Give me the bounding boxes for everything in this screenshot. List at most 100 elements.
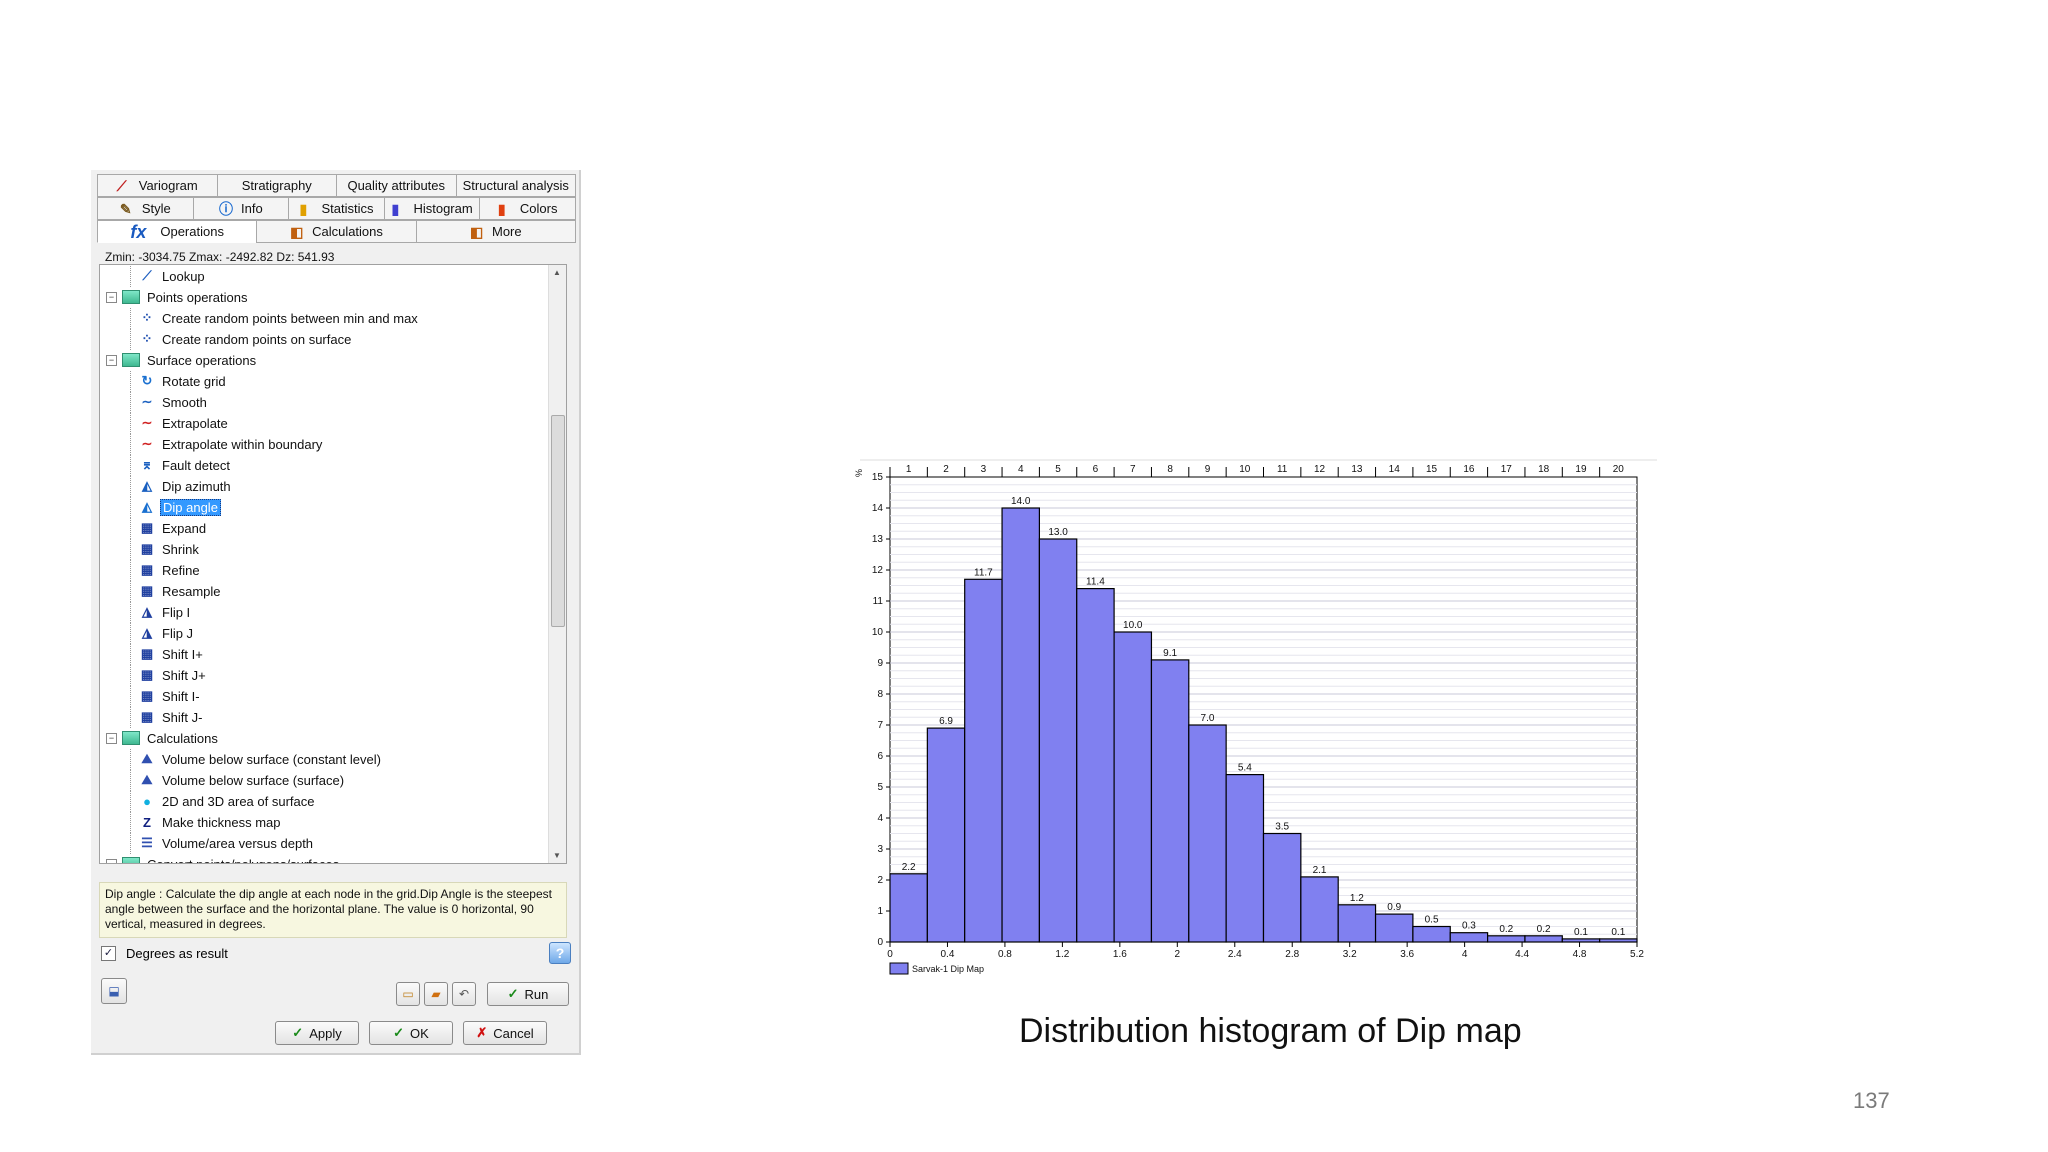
histogram-bar bbox=[1038, 538, 1078, 943]
tree-item[interactable]: ▦ Expand bbox=[138, 518, 208, 538]
colors-icon: ▮ bbox=[497, 200, 506, 217]
tree-item-label: Refine bbox=[162, 562, 200, 578]
tree-item-label: Resample bbox=[162, 583, 221, 599]
tree-folder[interactable]: − Convert points/polygons/surfaces bbox=[106, 854, 341, 863]
tree-item[interactable]: ▦ Shift J- bbox=[138, 707, 204, 727]
tree-item[interactable]: ◭ Dip angle bbox=[138, 497, 221, 517]
histogram-bar bbox=[1412, 925, 1451, 943]
tree-connector bbox=[130, 434, 132, 455]
operations-tree[interactable]: ⟋ Lookup − Points operations ⁘ Create random … bbox=[99, 264, 567, 864]
variogram-icon: ⟋ bbox=[116, 177, 127, 194]
tree-item[interactable]: ↻ Rotate grid bbox=[138, 371, 228, 391]
tab-stratigraphy[interactable]: Stratigraphy bbox=[216, 174, 337, 197]
run-button[interactable]: ✓ Run bbox=[487, 982, 569, 1006]
collapse-icon[interactable]: − bbox=[106, 292, 117, 303]
apply-button[interactable]: ✓ Apply bbox=[275, 1021, 359, 1045]
tree-item[interactable]: ⌆ Fault detect bbox=[138, 455, 232, 475]
bar-value-label: 0.1 bbox=[1574, 927, 1588, 938]
tree-item[interactable]: ▦ Shrink bbox=[138, 539, 201, 559]
tree-item[interactable]: ◮ Flip I bbox=[138, 602, 192, 622]
legend-label: Sarvak-1 Dip Map bbox=[912, 964, 984, 974]
tab-calculations[interactable]: ◧ Calculations bbox=[256, 220, 417, 243]
collapse-icon[interactable]: − bbox=[106, 355, 117, 366]
tree-folder[interactable]: − Calculations bbox=[106, 728, 220, 748]
tree-item-label: Make thickness map bbox=[162, 814, 281, 830]
tree-item[interactable]: Z Make thickness map bbox=[138, 812, 283, 832]
bar-value-label: 5.4 bbox=[1238, 763, 1252, 774]
tab-variogram[interactable]: ⟋ Variogram bbox=[97, 174, 218, 197]
ok-button[interactable]: ✓ OK bbox=[369, 1021, 453, 1045]
grid-icon: ▦ bbox=[140, 562, 154, 577]
x-tick-label: 0.4 bbox=[941, 949, 955, 960]
tree-item-label: Volume below surface (surface) bbox=[162, 772, 345, 788]
tree-item-label: Shift I- bbox=[162, 688, 200, 704]
grid-icon: ▦ bbox=[140, 541, 154, 556]
scroll-down-icon[interactable]: ▼ bbox=[553, 851, 561, 860]
brush-icon: ✎ bbox=[119, 200, 132, 217]
bar-value-label: 2.1 bbox=[1313, 865, 1327, 876]
more-icon: ◧ bbox=[470, 223, 484, 240]
tree-item[interactable]: ∼ Extrapolate bbox=[138, 413, 230, 433]
tree-item-label: Calculations bbox=[147, 730, 218, 746]
tree-folder[interactable]: − Points operations bbox=[106, 287, 249, 307]
undo-button[interactable]: ↶ bbox=[452, 982, 476, 1006]
y-tick-label: 7 bbox=[877, 720, 883, 731]
tab-quality-attributes[interactable]: Quality attributes bbox=[336, 174, 457, 197]
tree-item[interactable]: ⛰ Volume below surface (constant level) bbox=[138, 749, 383, 769]
tree-item[interactable]: ▦ Shift I- bbox=[138, 686, 202, 706]
tab-statistics[interactable]: ▮ Statistics bbox=[288, 197, 385, 220]
extrapolate-icon: ∼ bbox=[141, 436, 153, 451]
tree-connector bbox=[130, 392, 132, 413]
chart-caption: Distribution histogram of Dip map bbox=[1019, 1012, 1522, 1050]
help-icon[interactable]: ? bbox=[549, 942, 571, 964]
operation-description: Dip angle : Calculate the dip angle at e… bbox=[99, 882, 567, 938]
collapse-icon[interactable]: − bbox=[106, 733, 117, 744]
degrees-as-result-option[interactable]: ✓ Degrees as result bbox=[101, 946, 228, 961]
tree-item[interactable]: ● 2D and 3D area of surface bbox=[138, 791, 316, 811]
x-tick-label: 5.2 bbox=[1630, 949, 1644, 960]
tree-item[interactable]: ⁘ Create random points on surface bbox=[138, 329, 353, 349]
collapse-icon[interactable]: − bbox=[106, 859, 117, 863]
scroll-up-icon[interactable]: ▲ bbox=[553, 268, 561, 277]
tree-item[interactable]: ∼ Smooth bbox=[138, 392, 209, 412]
tree-folder[interactable]: − Surface operations bbox=[106, 350, 258, 370]
tree-item[interactable]: ◮ Flip J bbox=[138, 623, 195, 643]
histogram-bar bbox=[1561, 938, 1601, 943]
tab-row-2: ✎ Style ⓘ Info ▮ Statistics ▮ Histogram ▮ Colors bbox=[97, 197, 576, 220]
thickness-icon: Z bbox=[143, 814, 151, 830]
cancel-button[interactable]: ✗ Cancel bbox=[463, 1021, 547, 1045]
tree-item[interactable]: ◭ Dip azimuth bbox=[138, 476, 233, 496]
tree-scrollbar[interactable]: ▲ ▼ bbox=[548, 265, 566, 863]
tab-more[interactable]: ◧ More bbox=[415, 220, 576, 243]
tree-item[interactable]: ▦ Shift J+ bbox=[138, 665, 208, 685]
info-icon: ⓘ bbox=[219, 200, 234, 217]
tree-item[interactable]: ⁘ Create random points between min and ma… bbox=[138, 308, 420, 328]
apply-label: Apply bbox=[309, 1025, 342, 1041]
tree-item[interactable]: ▦ Resample bbox=[138, 581, 223, 601]
histogram-bar bbox=[1300, 876, 1339, 943]
run-label: Run bbox=[524, 986, 549, 1002]
tree-item[interactable]: ∼ Extrapolate within boundary bbox=[138, 434, 324, 454]
scrollbar-thumb[interactable] bbox=[551, 415, 565, 627]
tab-histogram[interactable]: ▮ Histogram bbox=[383, 197, 481, 220]
tab-label: Info bbox=[241, 201, 263, 216]
tree-item[interactable]: ⛰ Volume below surface (surface) bbox=[138, 770, 346, 790]
fault-icon: ⌆ bbox=[141, 457, 153, 472]
bin-number-label: 19 bbox=[1575, 464, 1587, 475]
tab-label: Variogram bbox=[138, 178, 198, 193]
tab-info[interactable]: ⓘ Info bbox=[192, 197, 290, 220]
tree-item[interactable]: ⟋ Lookup bbox=[138, 266, 207, 286]
bin-number-label: 4 bbox=[1018, 464, 1024, 475]
tree-item[interactable]: ▦ Refine bbox=[138, 560, 202, 580]
open-button[interactable]: ▰ bbox=[424, 982, 448, 1006]
tab-operations[interactable]: fx Operations bbox=[97, 220, 258, 243]
new-button[interactable]: ▭ bbox=[396, 982, 420, 1006]
tree-item[interactable]: ▦ Shift I+ bbox=[138, 644, 205, 664]
save-operation-button[interactable]: ⬓ bbox=[101, 978, 127, 1004]
tab-structural-analysis[interactable]: Structural analysis bbox=[455, 174, 576, 197]
tree-item[interactable]: ☰ Volume/area versus depth bbox=[138, 833, 315, 853]
bin-number-label: 1 bbox=[906, 464, 912, 475]
tab-colors[interactable]: ▮ Colors bbox=[479, 197, 576, 220]
tab-style[interactable]: ✎ Style bbox=[97, 197, 194, 220]
degrees-checkbox[interactable]: ✓ bbox=[101, 946, 116, 961]
